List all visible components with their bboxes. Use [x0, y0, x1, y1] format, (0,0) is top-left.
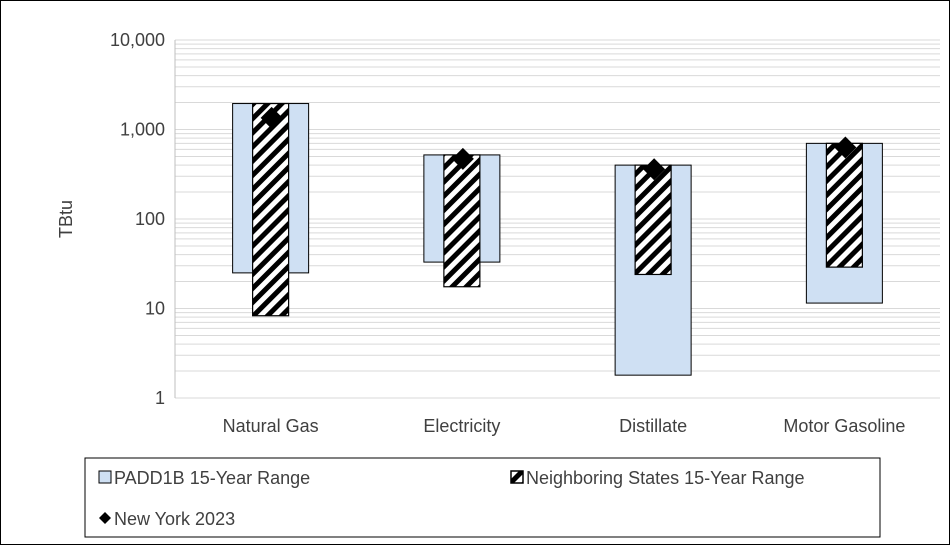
- x-category-label: Distillate: [619, 416, 687, 436]
- y-tick-label: 10: [145, 299, 165, 319]
- legend-label-neighboring-states: Neighboring States 15-Year Range: [526, 468, 805, 488]
- neighboring-states-range-bar: [825, 142, 863, 268]
- legend-box: [84, 457, 881, 538]
- legend-swatch-padd1b: [98, 470, 112, 484]
- new-york-2023-marker: [260, 106, 283, 129]
- neighboring-states-range-bar: [252, 102, 290, 317]
- y-tick-label: 1: [155, 388, 165, 408]
- y-axis-title: TBtu: [56, 200, 76, 238]
- new-york-2023-marker: [834, 136, 857, 159]
- legend: PADD1B 15-Year Range Neighboring States …: [84, 457, 881, 538]
- y-tick-label: 10,000: [110, 30, 165, 50]
- x-category-label: Natural Gas: [223, 416, 319, 436]
- new-york-2023-marker: [643, 158, 666, 181]
- y-tick-label: 100: [135, 209, 165, 229]
- legend-item-neighboring-states: Neighboring States 15-Year Range: [510, 468, 805, 488]
- neighboring-states-range-bar: [443, 154, 481, 288]
- new-york-2023-markers: [260, 106, 857, 181]
- legend-label-padd1b: PADD1B 15-Year Range: [114, 468, 310, 488]
- legend-label-new-york-2023: New York 2023: [114, 509, 235, 529]
- neighboring-states-range-bars: [252, 102, 863, 317]
- legend-swatch-neighboring-states: [510, 470, 524, 484]
- neighboring-states-range-bar: [634, 164, 672, 276]
- x-category-label: Motor Gasoline: [783, 416, 905, 436]
- x-axis-category-labels: Natural Gas Electricity Distillate Motor Ga…: [223, 416, 906, 436]
- legend-swatch-new-york-2023: [99, 512, 111, 524]
- legend-item-padd1b: PADD1B 15-Year Range: [98, 468, 310, 488]
- legend-item-new-york-2023: New York 2023: [99, 509, 235, 529]
- y-tick-label: 1,000: [120, 120, 165, 140]
- new-york-2023-marker: [451, 147, 474, 170]
- y-axis-tick-labels: 1 10 100 1,000 10,000: [110, 30, 165, 408]
- x-category-label: Electricity: [423, 416, 500, 436]
